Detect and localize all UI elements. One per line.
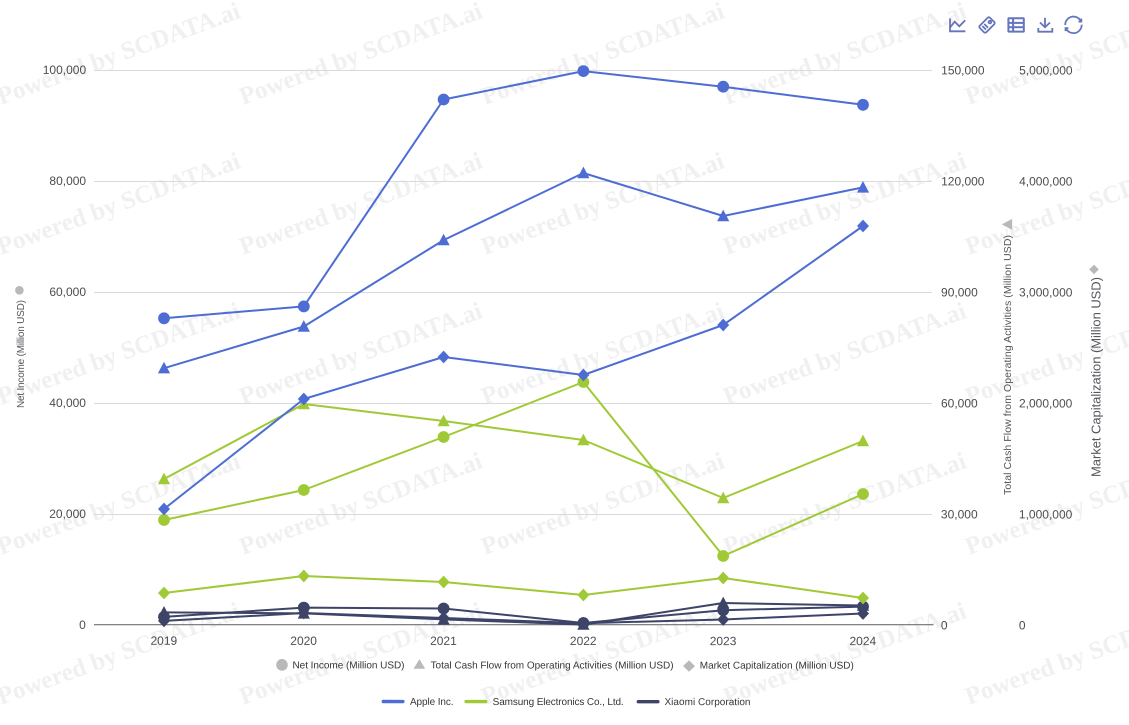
svg-text:2022: 2022 — [570, 634, 597, 648]
svg-text:Apple Inc.: Apple Inc. — [410, 697, 454, 708]
svg-text:40,000: 40,000 — [49, 396, 86, 410]
svg-text:120,000: 120,000 — [941, 174, 985, 188]
svg-text:2021: 2021 — [430, 634, 457, 648]
svg-text:80,000: 80,000 — [49, 174, 86, 188]
svg-text:20,000: 20,000 — [49, 507, 86, 521]
svg-text:30,000: 30,000 — [941, 507, 978, 521]
svg-text:Net Income (Million USD): Net Income (Million USD) — [16, 300, 27, 408]
svg-text:2020: 2020 — [290, 634, 317, 648]
svg-text:2024: 2024 — [849, 634, 876, 648]
svg-text:100,000: 100,000 — [43, 63, 87, 77]
svg-text:Net Income (Million USD): Net Income (Million USD) — [292, 660, 404, 671]
svg-text:Market Capitalization (Million: Market Capitalization (Million USD) — [1089, 277, 1104, 477]
svg-text:2019: 2019 — [150, 634, 177, 648]
svg-text:0: 0 — [941, 618, 948, 632]
svg-text:2,000,000: 2,000,000 — [1019, 396, 1073, 410]
svg-text:Total Cash Flow from Operating: Total Cash Flow from Operating Activitie… — [1002, 235, 1014, 495]
svg-text:1,000,000: 1,000,000 — [1019, 507, 1073, 521]
svg-text:Market Capitalization (Million: Market Capitalization (Million USD) — [700, 661, 854, 672]
svg-text:0: 0 — [79, 618, 86, 632]
svg-text:Samsung Electronics Co., Ltd.: Samsung Electronics Co., Ltd. — [493, 697, 624, 708]
svg-text:3,000,000: 3,000,000 — [1019, 285, 1073, 299]
svg-text:90,000: 90,000 — [941, 285, 978, 299]
svg-text:2023: 2023 — [710, 634, 737, 648]
svg-text:5,000,000: 5,000,000 — [1019, 63, 1073, 77]
svg-text:150,000: 150,000 — [941, 63, 985, 77]
svg-text:60,000: 60,000 — [49, 285, 86, 299]
svg-text:60,000: 60,000 — [941, 396, 978, 410]
svg-text:Total Cash Flow from Operating: Total Cash Flow from Operating Activitie… — [431, 660, 674, 671]
svg-text:4,000,000: 4,000,000 — [1019, 174, 1073, 188]
svg-text:Xiaomi Corporation: Xiaomi Corporation — [664, 697, 750, 708]
svg-text:0: 0 — [1019, 618, 1026, 632]
